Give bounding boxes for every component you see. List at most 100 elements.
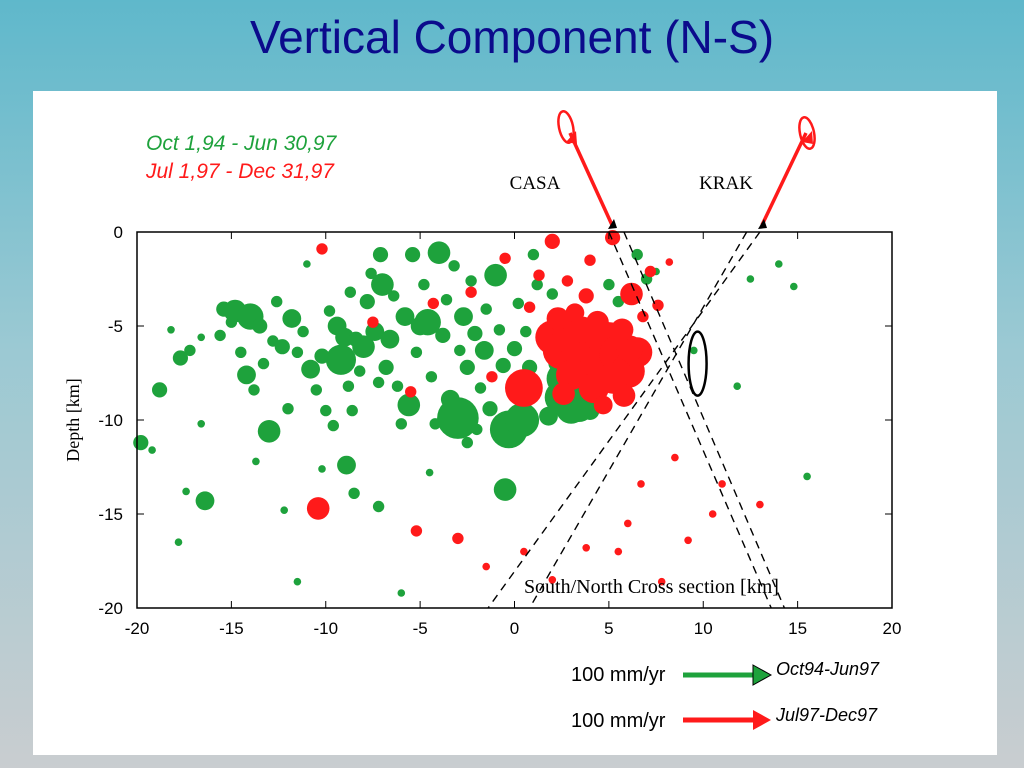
data-point-series-2 [546,307,570,330]
scale-arrow-green-head [752,664,773,686]
data-point-series-1 [325,344,356,375]
data-point-series-1 [348,487,360,499]
krak-vector-station-marker [758,219,767,229]
data-point-series-2 [523,301,536,313]
data-point-series-1 [365,267,377,280]
x-tick-label: -5 [413,619,428,638]
data-point-series-2 [410,525,423,537]
data-point-series-1 [248,384,260,396]
x-tick-label: 0 [510,619,519,638]
x-tick-label: 15 [788,619,807,638]
data-point-series-1 [148,446,156,454]
data-point-series-1 [344,286,356,298]
data-point-series-1 [425,468,434,477]
data-point-series-1 [257,420,281,443]
data-point-series-2 [548,576,557,584]
data-point-series-2 [561,275,574,287]
data-point-series-1 [493,324,506,336]
data-point-series-1 [414,309,441,336]
data-point-series-2 [427,297,439,310]
data-point-series-1 [482,401,498,417]
data-point-series-2 [684,536,692,545]
data-point-series-1 [603,278,615,291]
legend-period1: Oct 1,94 - Jun 30,97 [146,132,338,155]
data-point-series-1 [378,359,394,375]
data-point-series-1 [359,294,375,310]
data-point-series-1 [397,393,421,417]
data-point-series-2 [756,500,764,509]
data-point-series-1 [280,506,288,514]
data-point-series-1 [410,346,423,358]
data-point-series-2 [405,386,417,398]
data-point-series-1 [395,418,407,430]
dashed-line [487,231,761,609]
y-axis-label: Depth [km] [63,378,83,461]
data-point-series-1 [310,384,322,396]
data-point-series-1 [454,307,473,326]
data-point-series-1 [371,273,394,296]
data-point-series-1 [293,577,302,586]
data-point-series-1 [372,500,385,513]
data-point-series-2 [452,532,464,545]
data-point-series-1 [395,307,415,326]
data-point-series-2 [533,269,545,281]
data-point-series-1 [405,247,421,263]
data-point-series-2 [637,310,649,323]
data-point-series-1 [337,455,356,475]
data-point-series-2 [465,286,477,298]
data-point-series-2 [520,547,528,556]
data-point-series-1 [493,478,517,501]
data-point-series-1 [301,359,320,379]
data-point-series-1 [437,397,479,439]
data-point-series-1 [320,404,332,417]
data-point-series-1 [235,346,247,358]
data-point-series-1 [182,487,190,496]
data-point-series-1 [152,382,168,398]
station-label-krak: KRAK [699,173,753,194]
data-point-series-2 [637,480,645,488]
data-point-series-2 [593,395,613,415]
data-point-series-1 [546,288,558,300]
data-point-series-1 [790,282,798,291]
data-point-series-2 [718,480,726,488]
x-tick-label: -20 [125,619,150,638]
data-point-series-1 [531,278,543,291]
scale-label-2: 100 mm/yr [571,710,666,732]
axis-ticks: -20 -15 -10 -5 0 5 10 15 20 0 -5 -10 -15 -20 Depth [km… [63,223,901,638]
data-point-series-1 [174,538,183,546]
data-point-series-1 [167,326,175,334]
data-point-series-1 [418,278,430,291]
data-point-series-1 [274,339,290,355]
data-point-series-2 [582,544,590,552]
data-point-series-1 [352,335,375,358]
error-ellipse [687,330,708,397]
data-point-series-2 [505,369,543,407]
y-tick-label: -15 [98,505,123,524]
data-point-series-1 [195,491,215,511]
data-point-series-1 [257,357,270,370]
x-tick-label: 10 [694,619,713,638]
casa-vector-arrowhead [566,131,577,144]
data-point-series-2 [552,382,575,406]
data-point-series-2 [665,258,674,266]
data-point-series-1 [746,275,755,283]
data-point-series-1 [690,346,698,355]
data-point-series-1 [354,365,366,377]
data-point-series-1 [803,472,811,481]
data-point-series-2 [644,265,657,278]
data-point-series-1 [448,260,460,272]
scale-arrow-red-head [753,710,771,730]
data-point-series-1 [506,341,523,357]
data-point-series-1 [197,420,205,428]
data-point-series-2 [499,252,511,264]
data-point-series-1 [388,290,400,302]
station-label-casa: CASA [510,173,561,194]
x-axis-label: South/North Cross section [km] [524,576,779,598]
data-point-series-1 [512,297,524,310]
data-point-series-2 [584,254,596,266]
krak-vector-arrowhead [802,131,813,144]
data-point-series-2 [544,233,560,249]
data-point-series-1 [214,329,226,342]
data-point-series-1 [346,404,358,417]
data-point-series-1 [197,333,205,342]
